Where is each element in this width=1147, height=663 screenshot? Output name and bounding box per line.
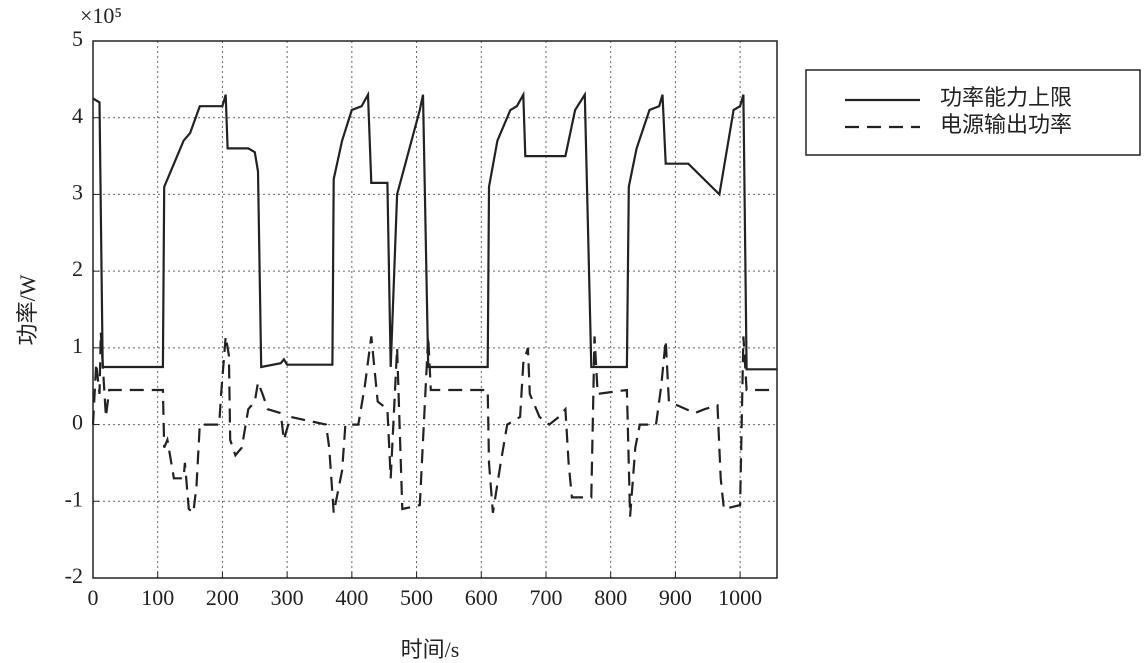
y-axis-label: 功率/W xyxy=(15,274,40,345)
plot-frame xyxy=(92,40,778,579)
legend-label: 电源输出功率 xyxy=(940,112,1072,137)
x-tick-label: 1000 xyxy=(718,585,762,610)
legend-box xyxy=(805,69,1141,156)
y-tick-label: 1 xyxy=(72,333,83,358)
y-tick-label: 4 xyxy=(72,103,83,128)
y-tick-label: -2 xyxy=(65,563,83,588)
x-tick-label: 600 xyxy=(465,585,498,610)
x-tick-label: 0 xyxy=(88,585,99,610)
y-multiplier: ×10⁵ xyxy=(80,3,122,28)
x-tick-label: 400 xyxy=(335,585,368,610)
series-line xyxy=(91,332,777,517)
y-tick-label: 5 xyxy=(72,26,83,51)
x-tick-label: 200 xyxy=(206,585,239,610)
series-line xyxy=(92,90,777,371)
x-tick-label: 500 xyxy=(400,585,433,610)
x-tick-label: 800 xyxy=(594,585,627,610)
y-tick-label: 0 xyxy=(72,410,83,435)
legend-label: 功率能力上限 xyxy=(940,85,1072,110)
y-tick-label: 2 xyxy=(72,256,83,281)
x-axis-label: 时间/s xyxy=(401,637,460,662)
x-tick-label: 900 xyxy=(659,585,692,610)
x-tick-label: 300 xyxy=(271,585,304,610)
y-tick-label: 3 xyxy=(72,179,83,204)
y-tick-label: -1 xyxy=(65,486,83,511)
x-tick-label: 700 xyxy=(529,585,562,610)
x-tick-label: 100 xyxy=(141,585,174,610)
